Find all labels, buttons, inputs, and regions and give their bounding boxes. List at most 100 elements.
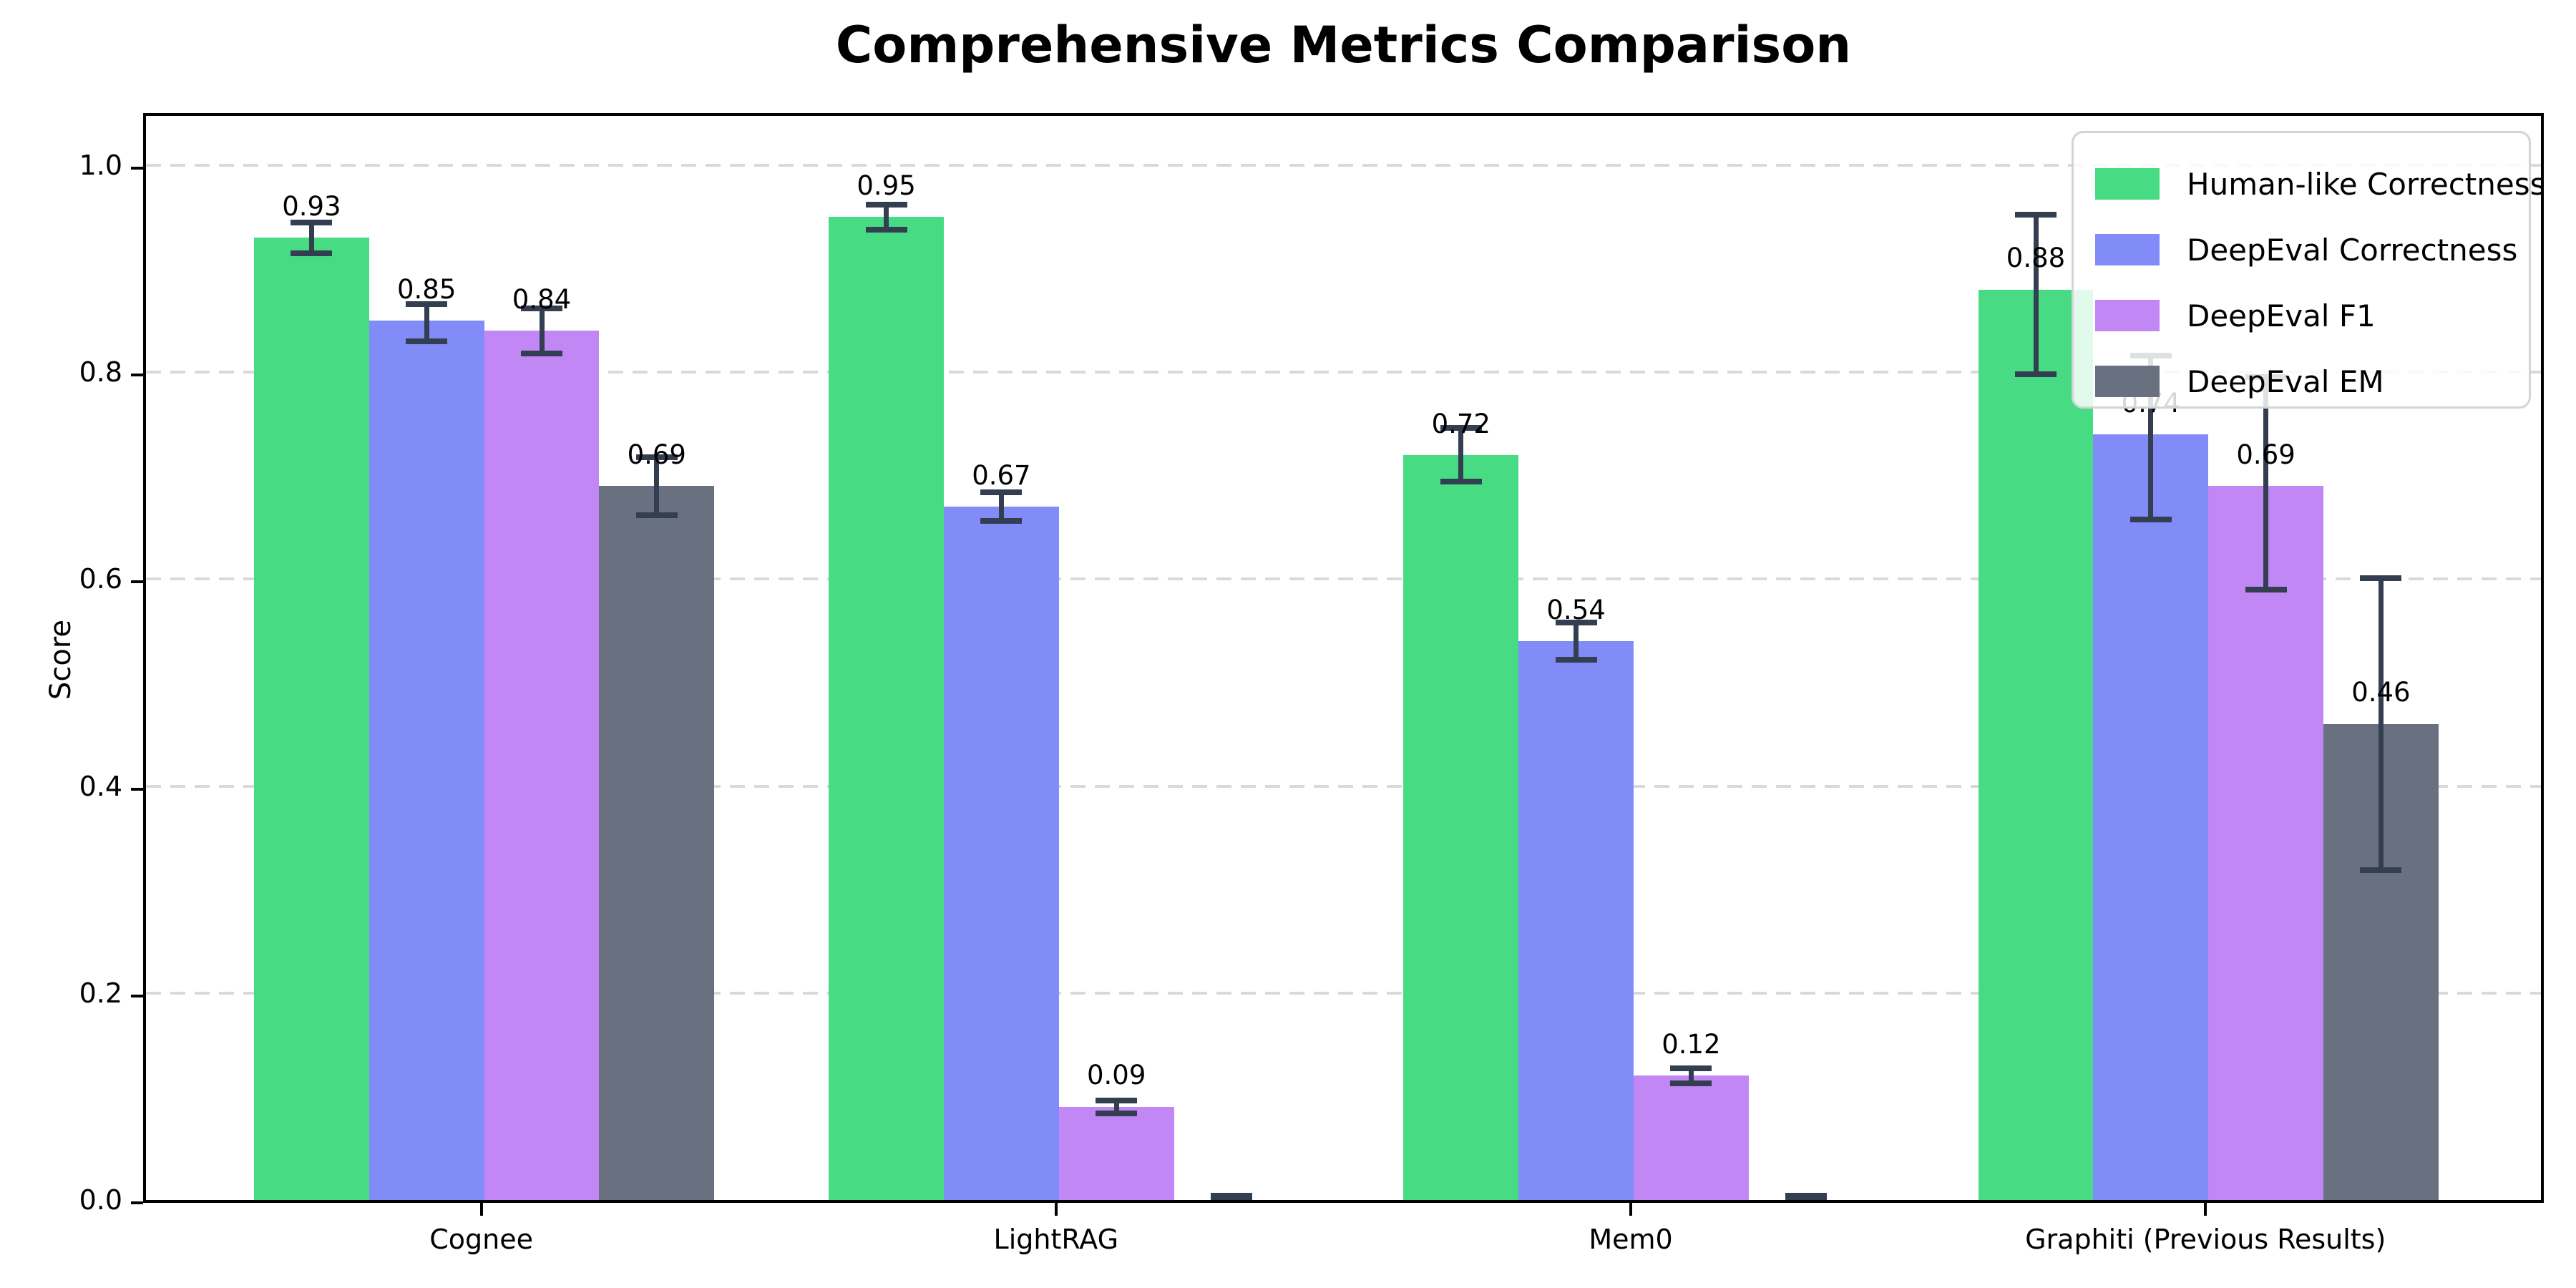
bar-value-label: 0.54 <box>1546 594 1606 625</box>
x-tick-mark <box>1054 1203 1058 1216</box>
error-bar-cap-bottom <box>1555 657 1597 663</box>
y-tick-label: 0.4 <box>79 770 122 802</box>
y-tick-mark <box>131 994 143 997</box>
error-bar <box>998 492 1004 522</box>
x-tick-mark <box>1629 1203 1632 1216</box>
gridline <box>146 991 2541 995</box>
error-bar-cap-bottom <box>2360 867 2402 873</box>
y-tick-mark <box>131 374 143 377</box>
y-tick-mark <box>131 580 143 584</box>
legend-swatch <box>2095 366 2160 397</box>
bar <box>2093 434 2209 1200</box>
error-bar-cap-bottom <box>865 226 907 233</box>
error-bar-cap-top <box>2015 212 2057 218</box>
error-bar-cap-top <box>1440 425 1482 431</box>
error-bar-cap-top <box>1096 1098 1138 1104</box>
error-bar-cap-bottom <box>2015 371 2057 378</box>
error-bar <box>884 204 889 230</box>
bar <box>1518 641 1634 1200</box>
bar <box>369 320 484 1200</box>
error-bar-cap-top <box>521 305 562 311</box>
error-bar-cap-top <box>635 454 678 460</box>
y-tick-label: 0.0 <box>79 1184 122 1216</box>
x-tick-label: LightRAG <box>993 1224 1119 1255</box>
error-bar <box>1574 623 1579 660</box>
error-bar-cap-top <box>291 219 333 225</box>
legend-label: DeepEval Correctness <box>2187 232 2518 268</box>
error-bar-cap-top <box>406 301 448 307</box>
y-tick-label: 0.8 <box>79 356 122 389</box>
gridline <box>146 164 2541 167</box>
legend-row: Human-like Correctness <box>2095 151 2541 217</box>
error-bar <box>2033 215 2039 375</box>
bar-value-label: 0.69 <box>2236 439 2296 470</box>
bar <box>1403 454 1519 1200</box>
error-bar-cap-bottom <box>1670 1080 1712 1086</box>
error-bar-cap-bottom <box>980 518 1023 525</box>
chart-title: Comprehensive Metrics Comparison <box>835 16 1852 74</box>
y-tick-label: 1.0 <box>79 150 122 181</box>
legend-label: DeepEval EM <box>2187 364 2384 399</box>
error-bar-cap-bottom <box>521 351 562 357</box>
bar <box>1058 1106 1174 1200</box>
legend-swatch <box>2095 300 2160 331</box>
error-bar <box>1458 428 1464 482</box>
bar-value-label: 0.95 <box>857 170 916 201</box>
error-bar-cap-top <box>865 201 907 208</box>
bar <box>599 486 715 1200</box>
x-tick-label: Mem0 <box>1589 1224 1673 1255</box>
bar-value-label: 0.69 <box>627 439 686 470</box>
error-bar-cap-bottom <box>1096 1110 1138 1116</box>
legend-row: DeepEval Correctness <box>2095 217 2529 283</box>
bar-value-label: 0.46 <box>2351 677 2411 708</box>
error-bar <box>654 457 660 515</box>
x-tick-label: Graphiti (Previous Results) <box>2025 1224 2386 1255</box>
error-bar <box>308 222 314 253</box>
error-bar <box>1688 1068 1694 1083</box>
error-bar-cap-top <box>2360 575 2402 581</box>
y-tick-mark <box>131 167 143 170</box>
error-bar-cap-bottom <box>291 250 333 256</box>
error-bar-cap-bottom <box>1211 1197 1252 1200</box>
error-bar-cap-bottom <box>2129 516 2172 522</box>
error-bar-cap-bottom <box>635 512 678 518</box>
bar <box>944 507 1059 1200</box>
bar-value-label: 0.72 <box>1431 408 1491 439</box>
gridline <box>146 371 2541 374</box>
error-bar-cap-top <box>1670 1065 1712 1072</box>
plot-area: 0.930.950.720.880.850.670.540.740.840.09… <box>143 113 2544 1203</box>
y-tick-mark <box>131 1201 143 1204</box>
legend-row: DeepEval EM <box>2095 348 2529 414</box>
bar-value-label: 0.84 <box>512 283 572 315</box>
y-tick-label: 0.2 <box>79 977 122 1009</box>
error-bar-cap-top <box>1211 1193 1252 1199</box>
error-bar <box>424 303 429 341</box>
bar <box>829 217 944 1200</box>
bar <box>1634 1075 1749 1200</box>
bar-value-label: 0.93 <box>282 190 341 222</box>
legend-swatch <box>2095 168 2160 200</box>
error-bar-cap-bottom <box>1785 1197 1828 1200</box>
y-tick-mark <box>131 787 143 791</box>
legend: Human-like Correctness DeepEval Correctne… <box>2072 131 2541 409</box>
bar <box>254 238 369 1200</box>
gridline <box>146 577 2541 581</box>
legend-row: DeepEval F1 <box>2095 283 2529 348</box>
y-tick-label: 0.6 <box>79 563 122 595</box>
error-bar <box>2378 577 2384 870</box>
bar <box>2208 486 2323 1200</box>
bar-value-label: 0.67 <box>972 459 1031 491</box>
legend-label: Human-like Correctness <box>2187 166 2544 202</box>
error-bar <box>2148 356 2154 519</box>
bar-value-label: 0.09 <box>1086 1060 1146 1091</box>
gridline <box>146 784 2541 788</box>
bar <box>1978 289 2094 1200</box>
error-bar <box>539 308 545 354</box>
error-bar-cap-top <box>980 489 1023 495</box>
error-bar-cap-top <box>1555 620 1597 626</box>
error-bar-cap-bottom <box>1440 479 1482 485</box>
bar-value-label: 0.12 <box>1662 1029 1721 1060</box>
error-bar <box>1113 1101 1119 1113</box>
x-tick-mark <box>479 1203 483 1216</box>
